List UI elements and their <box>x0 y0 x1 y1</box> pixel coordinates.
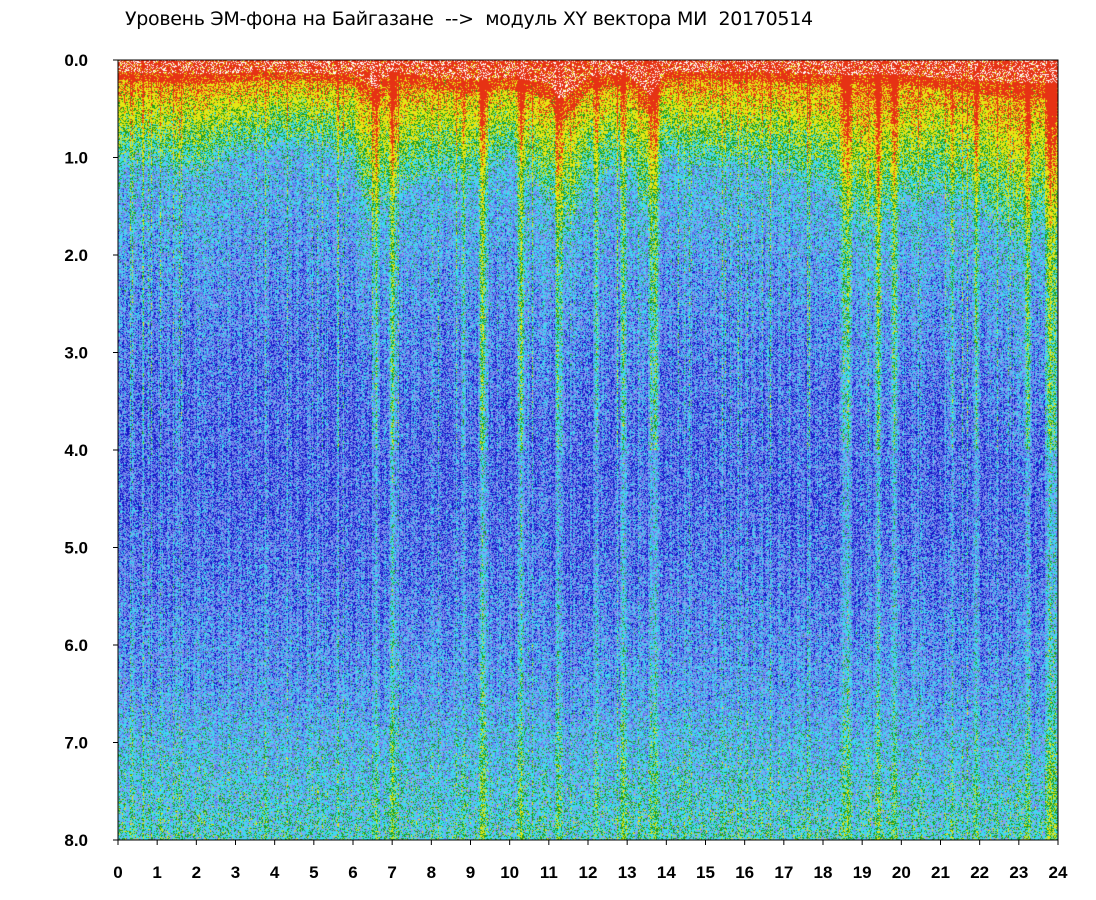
y-tick-label: 7.0 <box>64 734 88 753</box>
x-tick-label: 7 <box>387 863 396 882</box>
y-tick-label: 3.0 <box>64 344 88 363</box>
x-tick-label: 10 <box>500 863 519 882</box>
x-tick-label: 2 <box>192 863 201 882</box>
x-tick-label: 23 <box>1009 863 1028 882</box>
y-tick-label: 4.0 <box>64 441 88 460</box>
x-tick-label: 20 <box>892 863 911 882</box>
x-tick-label: 24 <box>1049 863 1068 882</box>
x-tick-label: 11 <box>540 863 558 882</box>
x-tick-label: 14 <box>657 863 676 882</box>
chart-title: Уровень ЭМ-фона на Байгазане --> модуль … <box>125 8 813 30</box>
x-tick-label: 21 <box>931 863 950 882</box>
x-tick-label: 19 <box>853 863 872 882</box>
x-tick-label: 12 <box>579 863 598 882</box>
y-tick-label: 6.0 <box>64 636 88 655</box>
y-tick-label: 1.0 <box>64 149 88 168</box>
y-tick-label: 5.0 <box>64 539 88 558</box>
x-tick-label: 0 <box>113 863 122 882</box>
heatmap-image <box>118 60 1058 840</box>
x-axis: 0 1 2 3 4 5 6 7 8 9 10 11 12 13 14 15 16 17 18 19 20 21 22 23 24 <box>113 840 1068 882</box>
x-tick-label: 6 <box>348 863 357 882</box>
y-tick-label: 8.0 <box>64 831 88 850</box>
x-tick-label: 13 <box>618 863 637 882</box>
x-tick-label: 15 <box>696 863 715 882</box>
x-tick-label: 17 <box>774 863 793 882</box>
x-tick-label: 9 <box>466 863 475 882</box>
y-axis: 0.0 1.0 2.0 3.0 4.0 5.0 6.0 7.0 8.0 <box>64 51 118 850</box>
y-tick-label: 2.0 <box>64 246 88 265</box>
x-tick-label: 22 <box>970 863 989 882</box>
y-tick-label: 0.0 <box>64 51 88 70</box>
x-tick-label: 1 <box>152 863 161 882</box>
x-tick-label: 4 <box>270 863 280 882</box>
x-tick-label: 18 <box>814 863 833 882</box>
plot-area <box>117 59 1059 841</box>
x-tick-label: 5 <box>309 863 318 882</box>
x-tick-label: 16 <box>735 863 754 882</box>
x-tick-label: 8 <box>427 863 436 882</box>
x-tick-label: 3 <box>231 863 240 882</box>
